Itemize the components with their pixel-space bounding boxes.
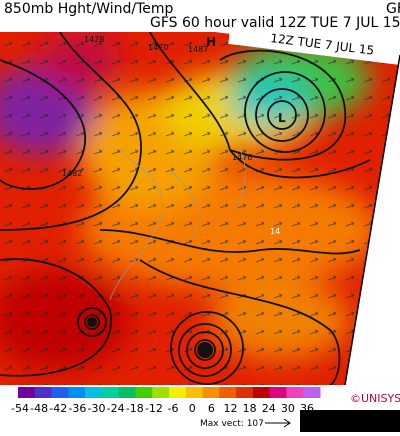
overlay-strip [228, 29, 400, 66]
colorbar-swatch [51, 387, 69, 398]
map-label: 1487 [188, 45, 208, 54]
map-area [0, 32, 400, 385]
colorbar-label: -30 [88, 402, 106, 415]
map-label: H [206, 35, 216, 49]
cut-label: GF [386, 1, 400, 17]
colorbar-swatch [269, 387, 287, 398]
colorbar-swatch [202, 387, 220, 398]
colorbar-label: 24 [262, 402, 276, 415]
colorbar-label: -18 [126, 402, 144, 415]
colorbar-swatch [169, 387, 187, 398]
colorbar-swatch [101, 387, 120, 398]
colorbar-swatch [303, 387, 321, 398]
map-label: 1428 [84, 35, 104, 44]
colorbar-swatch [34, 387, 53, 398]
colorbar-label: -24 [107, 402, 125, 415]
colorbar-swatch [152, 387, 170, 398]
colorbar-label: -42 [49, 402, 67, 415]
colorbar-swatch [219, 387, 237, 398]
colorbar-swatch [286, 387, 304, 398]
title: 850mb Hght/Wind/Temp [4, 1, 174, 17]
colorbar-label: 0 [189, 402, 196, 415]
colorbar-swatch [68, 387, 86, 398]
map-label: 1476 [232, 153, 252, 162]
max-vector: Max vect: 107 [200, 419, 264, 429]
credit: ©UNISYS [350, 392, 400, 405]
colorbar-swatch [85, 387, 103, 398]
colorbar-swatch [185, 387, 204, 398]
colorbar-label: -48 [30, 402, 48, 415]
map-label: L [278, 111, 286, 125]
colorbar-swatch [18, 387, 36, 398]
colorbar-swatch [236, 387, 254, 398]
map-label: 1482 [62, 169, 82, 178]
colorbar-label: -54 [11, 402, 29, 415]
colorbar-swatch [252, 387, 271, 398]
colorbar: -54 -48 -42 -36 -30 -24 -18 -12 -6 0 6 12 18 24 30 36 [11, 387, 321, 415]
colorbar-label: 12 [223, 402, 237, 415]
colorbar-label: -6 [168, 402, 179, 415]
colorbar-label: 6 [208, 402, 215, 415]
subtitle: GFS 60 hour valid 12Z TUE 7 JUL 15 [150, 15, 400, 31]
colorbar-label: -36 [68, 402, 86, 415]
black-box [300, 410, 400, 432]
map-label: 14 [270, 227, 280, 236]
colorbar-swatch [135, 387, 153, 398]
colorbar-label: 30 [281, 402, 295, 415]
colorbar-swatch [118, 387, 136, 398]
map-label: 1470 [148, 43, 168, 52]
colorbar-label: -12 [145, 402, 163, 415]
colorbar-label: 18 [243, 402, 257, 415]
